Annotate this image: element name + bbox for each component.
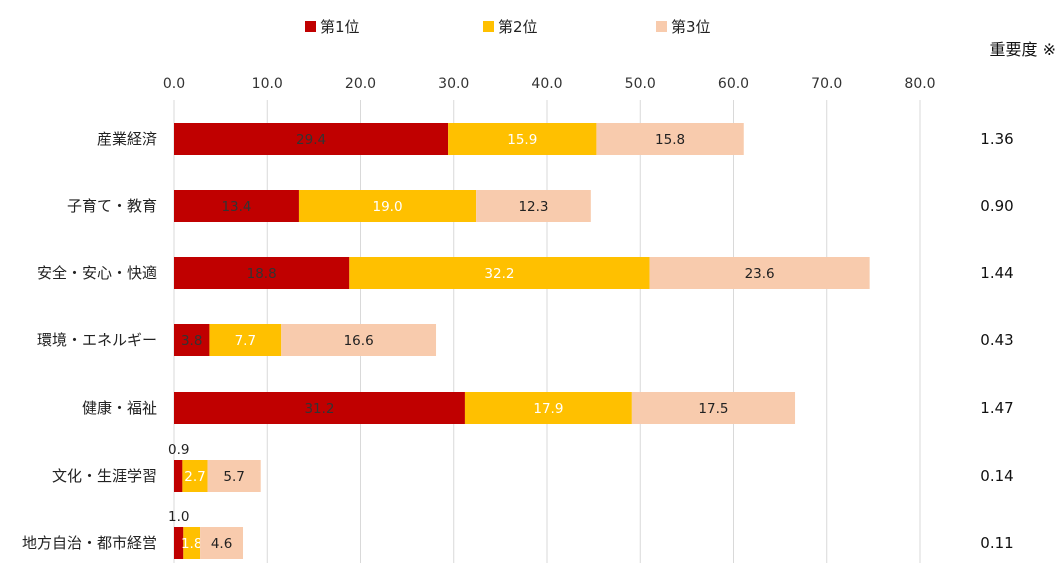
bar-segment (631, 392, 796, 424)
x-tick-label: 30.0 (438, 76, 469, 92)
data-label: 16.6 (344, 333, 374, 349)
importance-column: 重要度 ※ 1.36 0.90 1.44 0.43 1.47 0.14 0.11 (980, 40, 1056, 552)
x-tick-label: 70.0 (811, 76, 842, 92)
bar-segment (182, 460, 208, 492)
data-label: 13.4 (221, 199, 251, 215)
legend: 第1位 第2位 第3位 (305, 18, 711, 36)
category-label: 地方自治・都市経営 (22, 534, 157, 552)
x-tick-label: 20.0 (345, 76, 376, 92)
bar-segment (174, 324, 210, 356)
data-label: 17.9 (533, 401, 563, 417)
legend-label: 第2位 (498, 18, 538, 36)
importance-value: 0.14 (980, 467, 1013, 485)
data-label: 31.2 (304, 401, 334, 417)
bar-segment (649, 257, 870, 289)
data-label: 18.8 (247, 266, 277, 282)
x-tick-label: 80.0 (904, 76, 935, 92)
importance-header: 重要度 ※ (990, 40, 1057, 59)
bar-segment (174, 123, 449, 155)
category-labels: 産業経済子育て・教育安全・安心・快適環境・エネルギー健康・福祉文化・生涯学習地方… (22, 130, 157, 552)
category-label: 子育て・教育 (67, 197, 157, 215)
bar-segment (281, 324, 437, 356)
bars: 29.4 15.9 15.8 13.4 19.0 12.3 18.8 32.2 23.6 3.8 7… (168, 123, 870, 559)
category-label: 産業経済 (97, 130, 157, 148)
importance-value: 1.36 (980, 130, 1013, 148)
data-label: 4.6 (211, 536, 232, 552)
bar-segment (174, 190, 299, 222)
data-label: 12.3 (518, 199, 548, 215)
x-tick-label: 50.0 (625, 76, 656, 92)
importance-value: 0.43 (980, 331, 1013, 349)
grid-lines (173, 100, 921, 563)
importance-value: 1.44 (980, 264, 1013, 282)
x-axis-ticks: 0.0 10.0 20.0 30.0 40.0 50.0 60.0 70.0 80.0 (163, 76, 936, 92)
importance-value: 0.11 (980, 534, 1013, 552)
x-tick-label: 10.0 (252, 76, 283, 92)
bar-segment (464, 392, 632, 424)
bar-segment (183, 527, 201, 559)
category-label: 健康・福祉 (82, 399, 157, 417)
legend-swatch (305, 21, 316, 32)
bar-segment (209, 324, 282, 356)
legend-swatch (483, 21, 494, 32)
bar-segment (349, 257, 650, 289)
data-label: 32.2 (484, 266, 514, 282)
data-label: 0.9 (168, 442, 189, 458)
category-label: 環境・エネルギー (37, 331, 157, 349)
data-label: 7.7 (235, 333, 256, 349)
bar-segment (174, 257, 350, 289)
legend-swatch (656, 21, 667, 32)
bar-segment (174, 527, 184, 559)
data-label: 19.0 (373, 199, 403, 215)
bar-segment (174, 392, 465, 424)
data-label: 15.8 (655, 132, 685, 148)
x-tick-label: 0.0 (163, 76, 185, 92)
bar-segment (476, 190, 591, 222)
data-label: 1.8 (181, 536, 202, 552)
bar-segment (174, 460, 183, 492)
category-label: 安全・安心・快適 (37, 264, 157, 282)
bar-segment (596, 123, 744, 155)
bar-segment (298, 190, 477, 222)
x-tick-label: 60.0 (718, 76, 749, 92)
data-label: 1.0 (168, 509, 189, 525)
data-label: 17.5 (698, 401, 728, 417)
bar-segment (207, 460, 261, 492)
x-tick-label: 40.0 (531, 76, 562, 92)
data-label: 15.9 (507, 132, 537, 148)
category-label: 文化・生涯学習 (52, 467, 157, 485)
importance-value: 0.90 (980, 197, 1013, 215)
bar-segment (448, 123, 597, 155)
bar-segment (200, 527, 244, 559)
data-label: 23.6 (745, 266, 775, 282)
data-label: 29.4 (296, 132, 326, 148)
importance-value: 1.47 (980, 399, 1013, 417)
legend-label: 第3位 (671, 18, 711, 36)
data-label: 2.7 (184, 469, 205, 485)
data-label: 5.7 (223, 469, 244, 485)
data-label: 3.8 (181, 333, 202, 349)
legend-label: 第1位 (320, 18, 360, 36)
